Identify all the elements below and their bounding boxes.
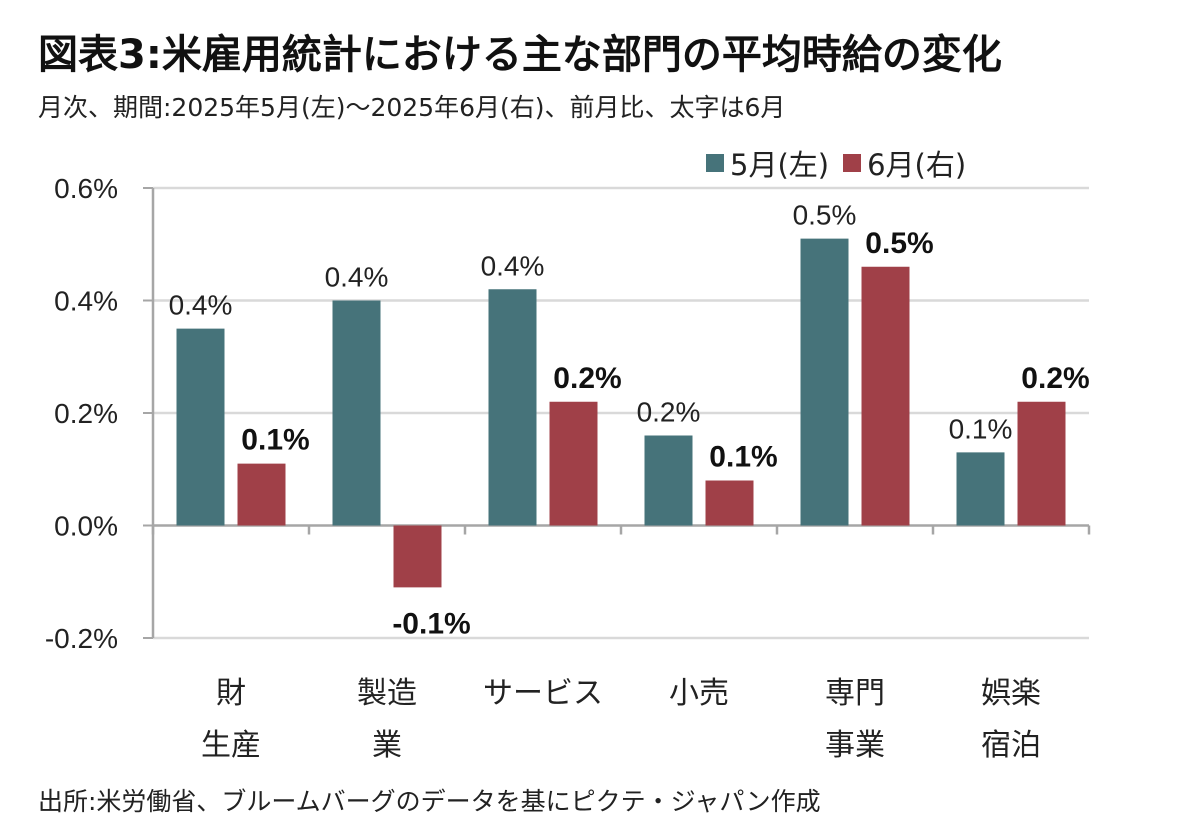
data-label-may-0: 0.4%: [169, 290, 233, 321]
y-tick-label: 0.0%: [54, 511, 118, 542]
x-category-label: 生産: [201, 728, 261, 763]
x-category-label: 製造: [357, 676, 417, 711]
legend-label-may: 5月(左): [730, 148, 830, 182]
bar-may-4: [800, 238, 849, 526]
bar-may-2: [488, 289, 537, 526]
legend-label-june: 6月(右): [867, 148, 967, 182]
legend-item-may: 5月(左): [706, 142, 829, 184]
y-tick-label: 0.4%: [54, 286, 118, 317]
bar-may-5: [956, 452, 1005, 526]
y-tick-label: -0.2%: [45, 623, 118, 654]
data-label-may-5: 0.1%: [949, 413, 1013, 444]
data-labels: 0.4% 0.4% 0.4% 0.2% 0.5% 0.1% 0.1% -0.1% 0.2% 0.1…: [169, 200, 1090, 641]
data-label-june-1: -0.1%: [392, 607, 470, 640]
gridlines: [153, 186, 1089, 640]
x-category-label: 事業: [825, 728, 885, 763]
bar-june-0: [237, 463, 286, 526]
legend-swatch-june: [843, 154, 862, 172]
chart-subtitle: 月次、期間:2025年5月(左)～2025年6月(右)、前月比、太字は6月: [38, 93, 786, 122]
data-label-june-4: 0.5%: [865, 227, 933, 260]
bar-june-4: [861, 266, 910, 526]
bar-june-3: [705, 480, 754, 526]
legend-swatch-may: [706, 154, 724, 172]
bar-june-5: [1017, 401, 1066, 526]
y-tick-label: 0.6%: [54, 173, 118, 204]
x-category-label: 財: [216, 676, 246, 711]
axes: -0.2% 0.0% 0.2% 0.4% 0.6%: [45, 173, 1091, 654]
x-category-label: 専門: [825, 676, 885, 711]
data-label-may-4: 0.5%: [793, 200, 857, 231]
source-note: 出所:米労働省、ブルームバーグのデータを基にピクテ・ジャパン作成: [38, 787, 821, 816]
x-category-label: 宿泊: [981, 728, 1041, 763]
bar-june-2: [549, 401, 598, 526]
chart-title: 図表3:米雇用統計における主な部門の平均時給の変化: [38, 32, 1002, 78]
bar-may-1: [332, 300, 381, 526]
y-tick-label: 0.2%: [54, 398, 118, 429]
bars: [176, 238, 1066, 588]
legend-item-june: 6月(右): [843, 142, 966, 184]
data-label-may-3: 0.2%: [637, 397, 701, 428]
bar-may-3: [644, 435, 693, 526]
bar-june-1: [393, 525, 442, 588]
data-label-june-0: 0.1%: [241, 424, 309, 457]
x-category-label: 業: [372, 728, 402, 763]
data-label-may-1: 0.4%: [325, 262, 389, 293]
data-label-june-2: 0.2%: [553, 362, 621, 395]
data-label-june-5: 0.2%: [1021, 362, 1089, 395]
x-category-label: 娯楽: [981, 676, 1041, 711]
data-label-may-2: 0.4%: [481, 250, 545, 281]
bar-may-0: [176, 328, 225, 526]
x-category-label: サービス: [483, 676, 603, 711]
x-category-label: 小売: [669, 676, 729, 711]
data-label-june-3: 0.1%: [709, 441, 777, 474]
legend: 5月(左) 6月(右): [706, 142, 980, 184]
